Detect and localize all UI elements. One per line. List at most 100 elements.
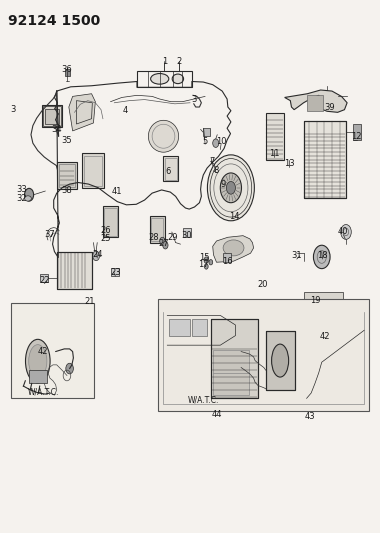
- Text: 36: 36: [62, 66, 72, 74]
- Text: 37: 37: [44, 230, 55, 239]
- Bar: [192, 319, 207, 336]
- Circle shape: [341, 224, 351, 239]
- Bar: [304, 292, 344, 304]
- Text: 6: 6: [166, 167, 171, 176]
- Bar: [266, 114, 284, 160]
- Bar: [150, 216, 165, 243]
- Text: 27: 27: [158, 239, 169, 248]
- Text: 22: 22: [39, 276, 49, 285]
- Bar: [203, 128, 211, 136]
- Text: 38: 38: [61, 186, 71, 195]
- Circle shape: [213, 139, 219, 148]
- Circle shape: [204, 257, 209, 263]
- Polygon shape: [69, 94, 95, 131]
- Circle shape: [207, 155, 254, 221]
- Bar: [169, 319, 190, 336]
- Bar: [111, 268, 119, 276]
- Bar: [59, 165, 75, 187]
- Text: 15: 15: [199, 253, 210, 262]
- Text: 12: 12: [352, 132, 362, 141]
- Bar: [40, 274, 48, 282]
- Text: 42: 42: [38, 347, 48, 356]
- Bar: [82, 154, 104, 188]
- Bar: [214, 350, 249, 395]
- Text: 18: 18: [317, 252, 328, 260]
- Text: 17: 17: [198, 260, 209, 269]
- Bar: [211, 319, 258, 398]
- Text: 35: 35: [62, 136, 72, 145]
- Text: 43: 43: [305, 412, 316, 421]
- Bar: [104, 208, 117, 236]
- Text: 92124 1500: 92124 1500: [8, 14, 101, 28]
- Bar: [137, 71, 192, 87]
- Circle shape: [163, 241, 168, 249]
- Circle shape: [204, 264, 208, 269]
- Text: 2: 2: [176, 57, 181, 66]
- Text: 19: 19: [310, 296, 321, 305]
- Text: 9: 9: [221, 180, 226, 189]
- Ellipse shape: [25, 340, 50, 383]
- Bar: [84, 157, 102, 185]
- Text: 5: 5: [203, 137, 208, 146]
- Text: 3: 3: [191, 95, 196, 104]
- Bar: [223, 253, 231, 262]
- Text: 21: 21: [84, 297, 95, 306]
- Bar: [304, 122, 346, 198]
- Circle shape: [226, 181, 236, 194]
- Text: 32: 32: [16, 194, 27, 203]
- Bar: [266, 332, 295, 390]
- Text: 28: 28: [149, 233, 159, 243]
- Ellipse shape: [172, 74, 184, 84]
- Bar: [103, 206, 118, 237]
- Polygon shape: [213, 236, 253, 262]
- Bar: [183, 228, 191, 237]
- Circle shape: [66, 364, 73, 374]
- Text: 23: 23: [110, 269, 121, 277]
- Bar: [44, 109, 59, 124]
- Bar: [304, 122, 346, 198]
- Bar: [43, 107, 60, 126]
- Bar: [353, 124, 361, 140]
- Text: W/A.T.C.: W/A.T.C.: [188, 396, 219, 405]
- Ellipse shape: [25, 196, 32, 201]
- Text: 11: 11: [269, 149, 279, 158]
- Text: 40: 40: [338, 228, 348, 237]
- Text: 20: 20: [257, 280, 268, 289]
- Circle shape: [314, 245, 330, 269]
- Circle shape: [93, 251, 100, 261]
- Text: 26: 26: [101, 226, 111, 235]
- Text: 14: 14: [230, 212, 240, 221]
- Bar: [57, 162, 77, 189]
- Circle shape: [209, 260, 213, 265]
- Bar: [65, 69, 70, 76]
- Bar: [29, 370, 47, 383]
- Text: 13: 13: [284, 159, 294, 168]
- Polygon shape: [285, 90, 347, 112]
- Circle shape: [25, 188, 34, 201]
- Bar: [158, 300, 369, 411]
- Text: 31: 31: [291, 252, 302, 260]
- Ellipse shape: [29, 345, 47, 377]
- Text: 39: 39: [324, 102, 335, 111]
- Text: 33: 33: [16, 185, 27, 194]
- Ellipse shape: [150, 74, 169, 84]
- Text: 34: 34: [51, 125, 62, 134]
- Text: 7: 7: [209, 157, 215, 166]
- Text: 42: 42: [319, 332, 330, 341]
- Text: W/A.T.C.: W/A.T.C.: [27, 388, 59, 397]
- Text: 41: 41: [112, 187, 122, 196]
- Circle shape: [160, 237, 165, 245]
- Text: 24: 24: [92, 251, 103, 260]
- Text: 25: 25: [101, 235, 111, 244]
- Ellipse shape: [223, 240, 244, 256]
- Bar: [266, 332, 295, 390]
- Text: 4: 4: [123, 106, 128, 115]
- Text: 1: 1: [162, 57, 167, 66]
- Text: 16: 16: [223, 257, 233, 265]
- Ellipse shape: [148, 120, 179, 152]
- Bar: [163, 156, 178, 181]
- Text: 8: 8: [213, 166, 218, 175]
- Bar: [151, 217, 163, 241]
- Circle shape: [220, 173, 242, 203]
- Bar: [42, 105, 62, 127]
